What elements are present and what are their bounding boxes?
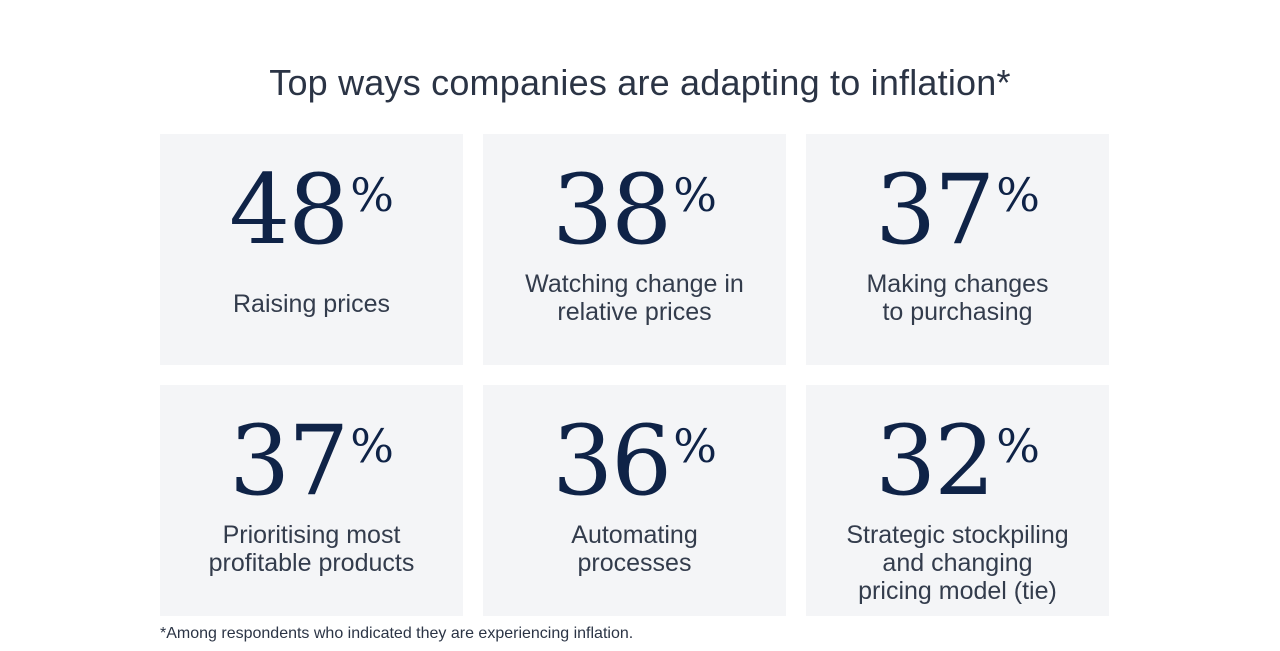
stat-label-line: Prioritising most [222, 521, 401, 549]
stat-label-line: profitable products [208, 549, 415, 577]
stat-label: Automating processes [493, 521, 776, 577]
stat-label: Raising prices [170, 290, 453, 318]
stat-label-line: relative prices [557, 298, 712, 326]
stat-label-line: processes [577, 549, 692, 577]
stat-card: 32% Strategic stockpiling and changing pric… [806, 385, 1109, 616]
stat-number: 32 [875, 405, 995, 517]
percent-sign: % [673, 419, 717, 473]
stat-number: 48 [229, 154, 349, 266]
stat-label: Making changes to purchasing [816, 270, 1099, 326]
footnote: *Among respondents who indicated they ar… [160, 625, 634, 642]
percent-sign: % [350, 419, 394, 473]
percent-sign: % [996, 168, 1040, 222]
stat-label-line: to purchasing [882, 298, 1033, 326]
percent-sign: % [350, 168, 394, 222]
stat-label-line: Watching change in [525, 270, 744, 298]
stat-value: 48% [160, 162, 463, 258]
stat-grid: 48% Raising prices 38% Watching change in re… [160, 134, 1109, 616]
percent-sign: % [673, 168, 717, 222]
stat-number: 37 [229, 405, 349, 517]
stat-card: 38% Watching change in relative prices [483, 134, 786, 365]
stat-value: 32% [806, 413, 1109, 509]
stat-card: 36% Automating processes [483, 385, 786, 616]
stat-value: 37% [160, 413, 463, 509]
stat-number: 36 [552, 405, 672, 517]
stat-label-line: Automating [571, 521, 698, 549]
chart-title: Top ways companies are adapting to infla… [269, 62, 1011, 103]
stat-label: Watching change in relative prices [493, 270, 776, 326]
percent-sign: % [996, 419, 1040, 473]
stat-value: 37% [806, 162, 1109, 258]
stat-label: Prioritising most profitable products [170, 521, 453, 577]
stat-value: 36% [483, 413, 786, 509]
stat-card: 37% Prioritising most profitable products [160, 385, 463, 616]
stat-label-line: pricing model (tie) [858, 577, 1057, 605]
stat-value: 38% [483, 162, 786, 258]
stat-label: Strategic stockpiling and changing pricing… [816, 521, 1099, 605]
stat-card: 48% Raising prices [160, 134, 463, 365]
stat-label-line: Raising prices [232, 290, 390, 318]
stat-card: 37% Making changes to purchasing [806, 134, 1109, 365]
stat-label-line: and changing [882, 549, 1033, 577]
stat-label-line: Making changes [866, 270, 1049, 298]
stat-number: 38 [552, 154, 672, 266]
stat-number: 37 [875, 154, 995, 266]
stat-label-line: Strategic stockpiling [846, 521, 1069, 549]
